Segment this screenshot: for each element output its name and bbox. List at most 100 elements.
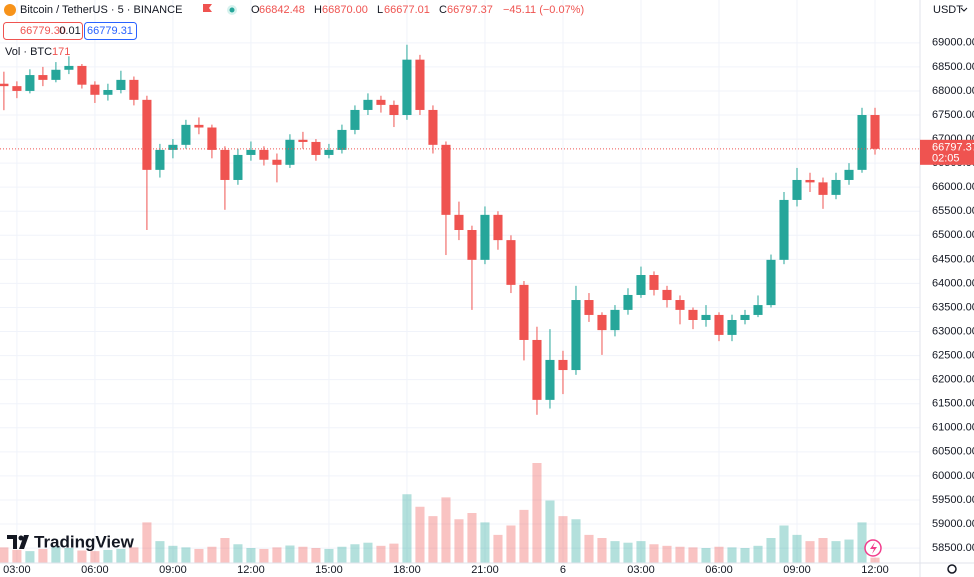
y-tick-label: 58500.00 [932, 542, 974, 554]
volume-bar [688, 547, 698, 563]
candle-body [493, 214, 503, 241]
volume-bar [649, 544, 659, 563]
volume-bar [870, 557, 880, 563]
volume-bar [103, 549, 113, 563]
candle-body [727, 319, 737, 335]
y-tick-label: 62000.00 [932, 374, 974, 386]
candle-body [25, 75, 35, 91]
y-tick-label: 59500.00 [932, 494, 974, 506]
ask[interactable]: 66779.31 [87, 25, 133, 37]
candle-body [324, 149, 334, 155]
volume-bar [129, 547, 139, 563]
alert-bolt[interactable] [870, 542, 877, 554]
settings-icon[interactable] [947, 564, 957, 574]
x-tick-label: 15:00 [315, 564, 343, 576]
candle-body [779, 199, 789, 260]
candle-body [64, 65, 74, 70]
candle-body [142, 99, 152, 170]
candle-body [350, 109, 360, 130]
candle-body [272, 159, 282, 165]
volume-bar [753, 545, 763, 563]
candle-body [506, 240, 516, 285]
y-tick-label: 65000.00 [932, 229, 974, 241]
volume-bar [675, 546, 685, 563]
volume-bar [441, 497, 451, 563]
volume-bar [181, 547, 191, 563]
y-tick-label: 69000.00 [932, 37, 974, 49]
sell-box[interactable] [3, 22, 83, 40]
candle-body [181, 124, 191, 145]
ohlc-value: 66870.00 [322, 4, 368, 16]
volume-bar [51, 546, 61, 563]
y-tick-label: 64500.00 [932, 253, 974, 265]
volume-value: 171 [52, 46, 70, 58]
y-tick-label: 68500.00 [932, 61, 974, 73]
ohlc-value: 66677.01 [384, 4, 430, 16]
countdown: 02:05 [932, 153, 960, 165]
bid[interactable]: 66779.30 [20, 25, 66, 37]
currency-caret[interactable] [960, 7, 968, 12]
volume-bar [779, 525, 789, 563]
volume-bar [272, 547, 282, 563]
candle-body [701, 314, 711, 320]
x-tick-label: 03:00 [3, 564, 31, 576]
volume-bar [25, 551, 35, 563]
volume-bar [259, 548, 269, 563]
volume-bar [0, 547, 9, 563]
volume-bar [844, 539, 854, 563]
y-tick-label: 61000.00 [932, 422, 974, 434]
volume-bar [324, 548, 334, 563]
volume-bar [207, 546, 217, 563]
candle-body [441, 144, 451, 215]
y-tick-label: 61500.00 [932, 398, 974, 410]
ohlc-key: H [314, 4, 322, 16]
volume-bar [467, 513, 477, 563]
volume-bar [363, 542, 373, 563]
volume-bar [857, 522, 867, 563]
candle-body [207, 127, 217, 150]
candle-body [389, 104, 399, 116]
candle-body [766, 259, 776, 306]
flag-icon[interactable] [203, 4, 212, 12]
candle-body [51, 69, 61, 80]
volume-bar [389, 543, 399, 563]
volume-bar [350, 544, 360, 563]
volume-bar [584, 534, 594, 563]
y-tick-label: 65500.00 [932, 205, 974, 217]
x-tick-label: 09:00 [783, 564, 811, 576]
candle-body [610, 309, 620, 331]
candle-body [792, 179, 802, 200]
volume-bar [90, 551, 100, 563]
candle-body [740, 314, 750, 320]
candle-body [805, 179, 815, 183]
candle-body [168, 144, 178, 150]
volume-bar [831, 541, 841, 563]
brand-icon [7, 535, 29, 549]
x-tick-label: 21:00 [471, 564, 499, 576]
ohlc-key: C [439, 4, 447, 16]
volume-bar [220, 538, 230, 563]
brand-icon-dot [18, 535, 24, 541]
y-tick-label: 63500.00 [932, 301, 974, 313]
currency[interactable]: USDT [933, 4, 963, 16]
candle-body [155, 149, 165, 170]
x-tick-label: 6 [560, 564, 566, 576]
candle-body [38, 75, 48, 80]
volume-bar [623, 542, 633, 563]
volume-bar [246, 548, 256, 563]
candle-body [714, 314, 724, 335]
volume-bar [766, 538, 776, 563]
buy-box[interactable] [84, 22, 137, 40]
y-tick-label: 68000.00 [932, 85, 974, 97]
candle-body [0, 83, 9, 87]
candle-body [636, 275, 646, 295]
volume-bar [337, 546, 347, 563]
change: −45.11 (−0.07%) [503, 4, 584, 16]
volume-bar [545, 500, 555, 563]
volume-bar [727, 547, 737, 563]
candle-body [870, 115, 880, 149]
price-tag-label: 66797.37 [932, 142, 974, 154]
volume-bar [428, 516, 438, 563]
candle-body [337, 129, 347, 150]
